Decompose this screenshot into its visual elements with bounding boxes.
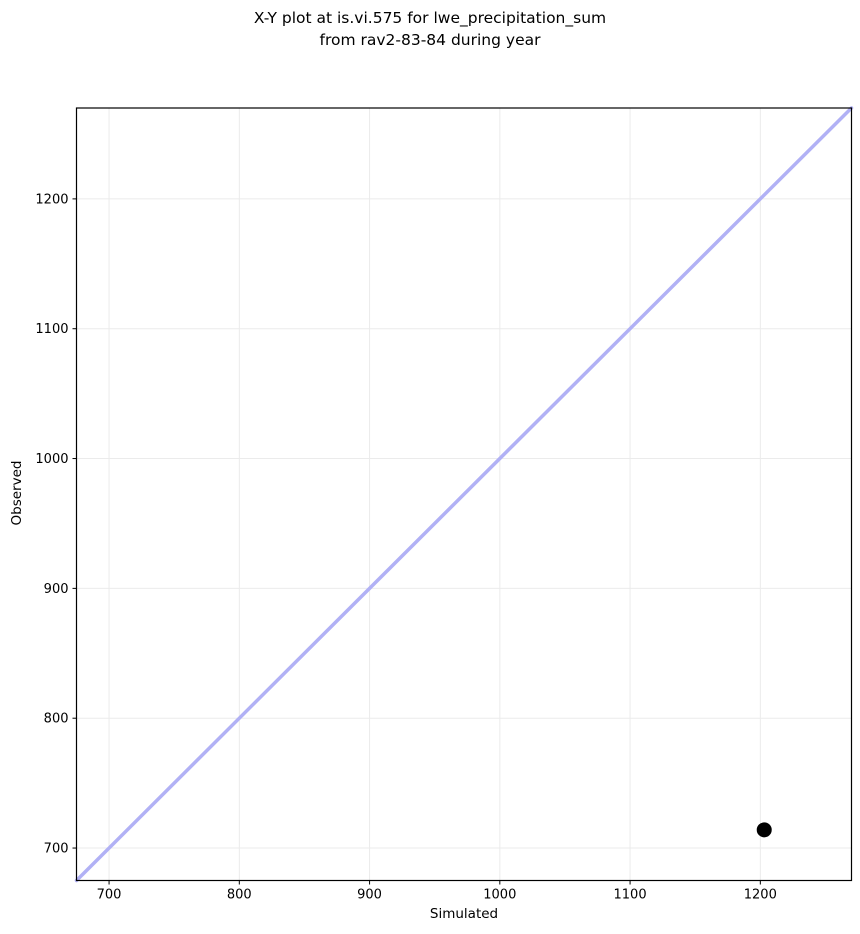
x-axis-tick-label: 700 (97, 888, 122, 903)
x-axis-label: Simulated (429, 906, 499, 922)
data-point (756, 822, 772, 838)
axes-border (75, 107, 853, 882)
x-axis-tick-label: 1200 (744, 888, 777, 903)
x-axis-tick-label: 900 (357, 888, 382, 903)
chart-title: X-Y plot at is.vi.575 for lwe_precipitat… (0, 7, 860, 51)
chart-title-line2: from rav2-83-84 during year (319, 31, 541, 49)
y-axis-tick-label: 900 (44, 582, 69, 597)
x-axis-tick-label: 1000 (483, 888, 516, 903)
y-axis-tick-label: 800 (44, 712, 69, 727)
identity-line (74, 106, 854, 883)
y-axis-tick-label: 1100 (35, 322, 68, 337)
x-axis-tick-label: 800 (227, 888, 252, 903)
y-axis-tick-label: 1000 (35, 452, 68, 467)
chart-title-line1: X-Y plot at is.vi.575 for lwe_precipitat… (253, 9, 607, 27)
x-axis-tick-label: 1100 (614, 888, 647, 903)
y-axis-tick-label: 700 (44, 842, 69, 857)
y-axis-tick-label: 1200 (35, 192, 68, 207)
y-axis-label: Observed (9, 460, 25, 526)
